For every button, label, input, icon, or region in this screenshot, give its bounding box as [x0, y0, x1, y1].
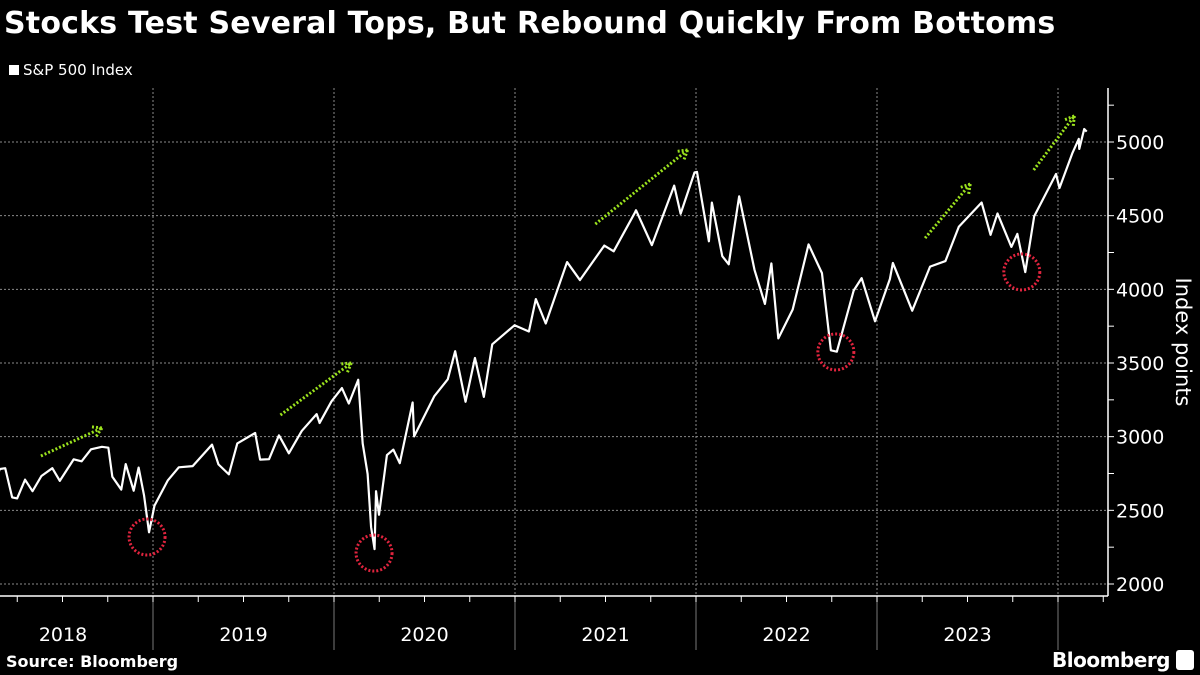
bottom-circle-annotation	[816, 332, 856, 372]
arrow-head	[675, 148, 688, 154]
bloomberg-terminal-icon	[1176, 650, 1194, 670]
bottom-circle-annotation	[127, 517, 167, 557]
y-tick-label: 5000	[1116, 132, 1164, 154]
arrow-head	[682, 149, 689, 162]
x-tick-label: 2019	[219, 624, 267, 646]
chart-title: Stocks Test Several Tops, But Rebound Qu…	[4, 6, 1056, 41]
bottom-circle-annotation	[354, 533, 394, 573]
source-note: Source: Bloomberg	[6, 652, 179, 671]
bottom-circle-annotation	[1002, 252, 1042, 292]
x-tick-label: 2023	[943, 624, 991, 646]
y-tick-label: 2500	[1116, 500, 1164, 522]
y-axis-label: Index points	[1171, 277, 1195, 407]
x-tick-label: 2020	[400, 624, 448, 646]
arrow-head	[958, 182, 971, 190]
arrow-shaft	[279, 361, 353, 417]
arrow-shaft	[40, 426, 103, 458]
arrow-head	[345, 362, 353, 375]
arrow-shaft	[1032, 115, 1076, 171]
up-arrow-annotation	[594, 148, 689, 226]
y-tick-label: 2000	[1116, 574, 1164, 596]
bloomberg-logo: Bloomberg	[1052, 648, 1170, 672]
up-arrow-annotation	[40, 425, 104, 458]
arrow-head	[89, 425, 103, 430]
arrow-head	[93, 427, 104, 439]
arrow-head	[1062, 114, 1075, 122]
arrow-head	[966, 183, 972, 197]
x-tick-label: 2021	[581, 624, 629, 646]
y-tick-label: 4000	[1116, 279, 1164, 301]
x-tick-label: 2022	[762, 624, 810, 646]
up-arrow-annotation	[1032, 114, 1076, 171]
up-arrow-annotation	[279, 361, 353, 417]
legend: S&P 500 Index	[9, 61, 133, 79]
arrow-shaft	[923, 183, 972, 240]
arrow-head	[1071, 115, 1076, 129]
legend-swatch	[9, 65, 19, 75]
x-tick-label: 2018	[39, 624, 87, 646]
y-tick-label: 3500	[1116, 353, 1164, 375]
up-arrow-annotation	[923, 182, 972, 240]
legend-label: S&P 500 Index	[23, 61, 133, 79]
y-tick-label: 3000	[1116, 427, 1164, 449]
arrow-head	[339, 361, 352, 366]
y-tick-label: 4500	[1116, 206, 1164, 228]
sp500-line	[0, 127, 1088, 551]
